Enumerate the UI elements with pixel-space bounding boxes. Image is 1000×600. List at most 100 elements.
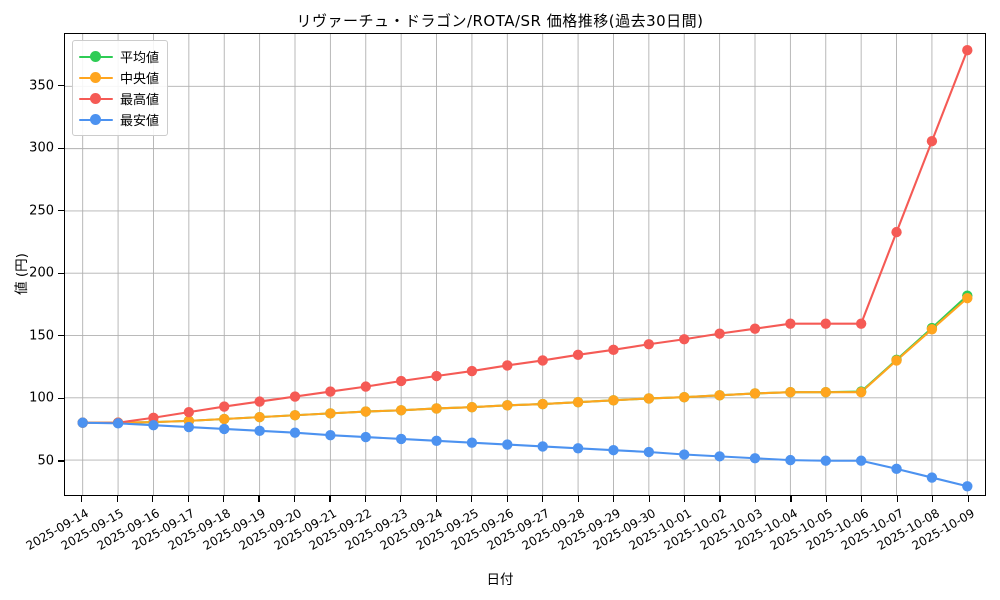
- data-point: [502, 360, 513, 371]
- x-tick-label: 2025-09-14: [23, 506, 91, 553]
- data-point: [572, 443, 584, 454]
- x-tick-label: 2025-09-19: [200, 506, 269, 553]
- data-point: [289, 391, 301, 402]
- data-point: [820, 387, 831, 398]
- x-tick-mark: [613, 496, 615, 502]
- x-tick-label: 2025-09-29: [555, 506, 623, 553]
- data-point: [679, 449, 690, 460]
- data-point: [254, 425, 265, 437]
- data-point: [148, 420, 159, 431]
- data-point: [714, 390, 725, 401]
- x-tick-mark: [861, 496, 863, 502]
- data-point: [395, 405, 407, 416]
- x-tick-mark: [932, 496, 934, 502]
- data-point: [643, 339, 655, 350]
- data-point: [219, 413, 230, 425]
- data-point: [679, 392, 690, 403]
- x-tick-label: 2025-09-15: [58, 506, 127, 553]
- x-tick-mark: [222, 496, 225, 502]
- x-tick-label: 2025-09-27: [484, 506, 552, 553]
- data-point: [431, 435, 442, 446]
- x-tick-label: 2025-09-24: [377, 506, 446, 553]
- x-tick-label: 2025-10-06: [803, 506, 871, 553]
- data-point: [785, 454, 796, 466]
- x-tick-label: 2025-10-02: [661, 506, 730, 553]
- data-point: [749, 388, 761, 399]
- x-tick-mark: [719, 496, 721, 502]
- data-point: [820, 455, 831, 466]
- series-line-2: [81, 49, 969, 424]
- data-point: [254, 411, 265, 423]
- legend-label: 中央値: [120, 72, 160, 87]
- data-point: [289, 427, 301, 438]
- x-tick-mark: [364, 496, 366, 502]
- data-point: [643, 446, 655, 458]
- data-point: [962, 481, 973, 492]
- x-tick-mark: [825, 496, 827, 502]
- x-tick-mark: [542, 496, 544, 502]
- legend-item: 最高値: [79, 88, 159, 109]
- y-tick-label: 250: [29, 203, 54, 219]
- x-tick-mark: [683, 496, 686, 502]
- x-tick-mark: [648, 496, 650, 502]
- data-point: [926, 324, 938, 335]
- data-point: [537, 398, 548, 410]
- y-tick-label: 350: [29, 78, 54, 94]
- y-tick-label: 150: [29, 328, 54, 344]
- legend-marker-icon: [79, 113, 113, 127]
- data-point: [289, 410, 301, 421]
- data-point: [891, 355, 902, 366]
- x-tick-mark: [258, 496, 260, 502]
- legend-label: 最高値: [120, 93, 160, 108]
- x-tick-label: 2025-10-09: [909, 506, 978, 553]
- data-point: [219, 423, 230, 435]
- x-tick-label: 2025-10-03: [697, 506, 765, 553]
- data-point: [962, 292, 973, 304]
- data-point: [148, 412, 159, 423]
- x-tick-label: 2025-09-26: [448, 506, 517, 553]
- x-tick-label: 2025-10-08: [874, 506, 942, 553]
- y-tick-label: 100: [29, 390, 54, 406]
- data-point: [254, 396, 265, 407]
- data-point: [325, 386, 336, 397]
- data-point: [466, 401, 478, 413]
- data-point: [855, 318, 867, 329]
- x-tick-label: 2025-10-04: [732, 506, 800, 553]
- x-tick-label: 2025-09-18: [165, 506, 233, 553]
- x-tick-mark: [896, 496, 898, 502]
- y-axis-label: 値 (円): [14, 253, 30, 295]
- legend-item: 最安値: [79, 109, 159, 130]
- data-point: [183, 406, 195, 418]
- data-point: [395, 433, 407, 445]
- data-point: [855, 387, 867, 398]
- x-tick-mark: [754, 496, 757, 502]
- chart-title: リヴァーチュ・ドラゴン/ROTA/SR 価格推移(過去30日間): [296, 12, 704, 30]
- data-point: [855, 455, 867, 466]
- data-point: [608, 344, 619, 356]
- x-tick-mark: [790, 496, 792, 502]
- x-tick-mark: [187, 496, 189, 502]
- data-point: [502, 400, 513, 411]
- data-point: [926, 472, 938, 483]
- data-point: [219, 401, 230, 412]
- grid-lines: [65, 34, 985, 495]
- data-point: [431, 403, 442, 414]
- x-tick-mark: [81, 496, 83, 502]
- y-tick-label: 50: [37, 453, 54, 469]
- data-point: [360, 381, 371, 392]
- data-point: [820, 318, 831, 329]
- x-tick-label: 2025-09-23: [342, 506, 410, 553]
- data-point: [431, 370, 442, 382]
- x-tick-label: 2025-10-01: [626, 506, 694, 553]
- data-point: [77, 417, 88, 428]
- x-tick-label: 2025-09-28: [519, 506, 588, 553]
- data-point: [679, 334, 690, 345]
- x-tick-mark: [293, 496, 296, 502]
- legend-label: 最安値: [120, 114, 160, 129]
- x-tick-label: 2025-09-30: [590, 506, 659, 553]
- y-tick-label: 300: [29, 140, 54, 156]
- data-point: [714, 451, 725, 462]
- chart-legend: 平均値 中央値 最高値 最安値: [72, 40, 169, 136]
- legend-marker-icon: [79, 50, 113, 64]
